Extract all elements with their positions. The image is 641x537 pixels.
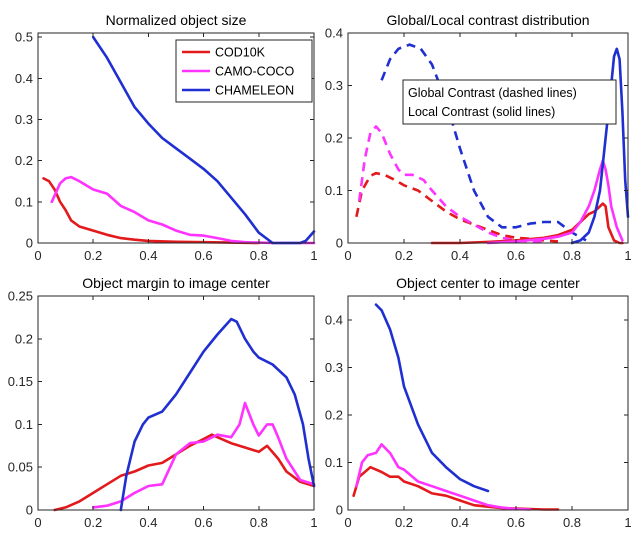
chart-panel-object-margin-to-image-center: 0 0.2 0.4 0.6 0.8 1 0 0.05 0.1 0.15 0.2 0.25 Object …	[8, 275, 318, 530]
axes-box	[37, 32, 315, 244]
chart-title: Global/Local contrast distribution	[386, 12, 589, 28]
legend-label-chameleon: CHAMELEON	[215, 84, 294, 98]
chart-title: Object margin to image center	[82, 275, 270, 291]
series-cod10k-dashed-line	[355, 171, 559, 243]
y-tick-label: 0.1	[325, 183, 343, 198]
x-tick-label: 0.6	[195, 515, 213, 530]
x-tick-label: 0.2	[395, 515, 413, 530]
y-tick-label: 0.2	[15, 331, 33, 346]
y-tick-label: 0.2	[15, 153, 33, 168]
y-tick-label: 0.3	[325, 360, 343, 375]
x-tick-label: 0	[34, 515, 41, 530]
y-tick-label: 0.2	[325, 407, 343, 422]
x-tick-label: 0.6	[195, 248, 213, 263]
series-camo-coco-solid-line	[486, 159, 624, 245]
x-tick-label: 0.2	[395, 248, 413, 263]
x-tick-label: 1	[624, 248, 631, 263]
axes-box	[37, 295, 315, 511]
series-camo-coco-solid-line	[50, 175, 316, 245]
x-tick-label: 0.8	[563, 248, 581, 263]
x-tick-label: 1	[310, 515, 317, 530]
y-tick-label: 0	[336, 503, 343, 518]
annotation-line: Global Contrast (dashed lines)	[408, 86, 577, 100]
x-tick-label: 0	[344, 248, 351, 263]
series-camo-coco-solid-line	[91, 401, 316, 509]
legend-label-cod10k: COD10K	[215, 46, 266, 60]
y-tick-label: 0.2	[325, 131, 343, 146]
y-tick-label: 0.3	[325, 78, 343, 93]
legend: COD10K CAMO-COCO CHAMELEON	[175, 39, 313, 103]
series-cod10k-solid-line	[42, 177, 261, 245]
chart-panel-object-center-to-image-center: 0 0.2 0.4 0.6 0.8 1 0 0.1 0.2 0.3 0.4 Object center…	[325, 275, 632, 530]
x-tick-label: 1	[310, 248, 317, 263]
y-tick-label: 0.4	[325, 312, 343, 327]
chart-panel-normalized-object-size: 0 0.2 0.4 0.6 0.8 1 0 0.1 0.2 0.3 0.4 0.5 Normalized…	[15, 12, 318, 263]
y-tick-label: 0.5	[15, 30, 33, 45]
x-tick-label: 0	[344, 515, 351, 530]
y-tick-label: 0.25	[8, 289, 33, 304]
y-tick-label: 0.05	[8, 460, 33, 475]
y-tick-label: 0.1	[325, 455, 343, 470]
series-camo-coco-dashed-line	[357, 125, 545, 244]
contrast-annotation: Global Contrast (dashed lines) Local Cont…	[402, 79, 617, 125]
y-tick-label: 0.15	[8, 374, 33, 389]
x-tick-label: 0.8	[250, 515, 268, 530]
x-tick-label: 0.8	[250, 248, 268, 263]
y-tick-label: 0	[336, 236, 343, 251]
x-tick-label: 0.4	[139, 248, 157, 263]
x-tick-label: 0.8	[563, 515, 581, 530]
series-chameleon-solid-line	[570, 47, 630, 245]
x-tick-label: 0.2	[84, 248, 102, 263]
annotation-box	[402, 79, 617, 125]
x-tick-label: 0.6	[507, 248, 525, 263]
x-tick-label: 0.4	[451, 515, 469, 530]
x-tick-label: 0.2	[84, 515, 102, 530]
series-chameleon-solid-line	[374, 303, 490, 493]
legend-label-camo-coco: CAMO-COCO	[215, 65, 294, 79]
x-tick-label: 1	[624, 515, 631, 530]
series-chameleon-dashed-line	[380, 43, 587, 242]
chart-panel-global-local-contrast-distribution: 0 0.2 0.4 0.6 0.8 1 0 0.1 0.2 0.3 0.4 Global/Local …	[325, 12, 632, 263]
annotation-line: Local Contrast (solid lines)	[408, 105, 555, 119]
x-tick-label: 0.6	[507, 515, 525, 530]
y-tick-label: 0	[26, 236, 33, 251]
series-chameleon-solid-line	[119, 317, 316, 512]
y-tick-label: 0	[26, 503, 33, 518]
y-tick-label: 0.1	[15, 194, 33, 209]
y-tick-label: 0.4	[15, 71, 33, 86]
series-cod10k-solid-line	[352, 465, 560, 511]
x-tick-label: 0	[34, 248, 41, 263]
y-tick-label: 0.3	[15, 112, 33, 127]
x-tick-label: 0.4	[451, 248, 469, 263]
y-tick-label: 0.1	[15, 417, 33, 432]
chart-title: Normalized object size	[106, 12, 247, 28]
x-tick-label: 0.4	[139, 515, 157, 530]
series-camo-coco-solid-line	[355, 443, 532, 511]
y-tick-label: 0.4	[325, 26, 343, 41]
chart-title: Object center to image center	[396, 275, 580, 291]
axes-box	[347, 295, 629, 511]
